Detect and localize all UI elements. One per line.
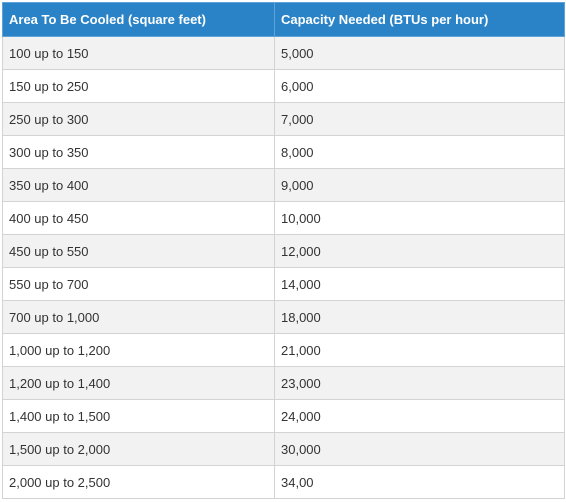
table-row: 1,500 up to 2,000 30,000 [2,432,565,466]
table-row: 450 up to 550 12,000 [2,234,565,268]
area-cell: 100 up to 150 [2,36,275,70]
capacity-cell: 12,000 [274,234,565,268]
table-row: 250 up to 300 7,000 [2,102,565,136]
table-row: 150 up to 250 6,000 [2,69,565,103]
table-row: 1,200 up to 1,400 23,000 [2,366,565,400]
capacity-cell: 23,000 [274,366,565,400]
area-cell: 450 up to 550 [2,234,275,268]
table-row: 400 up to 450 10,000 [2,201,565,235]
capacity-cell: 6,000 [274,69,565,103]
table-row: 1,000 up to 1,200 21,000 [2,333,565,367]
capacity-cell: 5,000 [274,36,565,70]
table-row: 350 up to 400 9,000 [2,168,565,202]
area-cell: 1,200 up to 1,400 [2,366,275,400]
area-cell: 400 up to 450 [2,201,275,235]
table-row: 2,000 up to 2,500 34,00 [2,465,565,499]
area-cell: 550 up to 700 [2,267,275,301]
area-cell: 250 up to 300 [2,102,275,136]
capacity-cell: 7,000 [274,102,565,136]
table-row: 700 up to 1,000 18,000 [2,300,565,334]
table-row: 550 up to 700 14,000 [2,267,565,301]
table-header: Area To Be Cooled (square feet) Capacity… [2,2,565,37]
header-area: Area To Be Cooled (square feet) [2,2,275,37]
table-row: 100 up to 150 5,000 [2,36,565,70]
capacity-cell: 34,00 [274,465,565,499]
area-cell: 700 up to 1,000 [2,300,275,334]
capacity-cell: 30,000 [274,432,565,466]
capacity-cell: 24,000 [274,399,565,433]
capacity-cell: 14,000 [274,267,565,301]
header-capacity: Capacity Needed (BTUs per hour) [274,2,565,37]
table-row: 1,400 up to 1,500 24,000 [2,399,565,433]
table-row: 300 up to 350 8,000 [2,135,565,169]
table-body: 100 up to 150 5,000 150 up to 250 6,000 … [2,36,565,499]
capacity-cell: 9,000 [274,168,565,202]
header-row: Area To Be Cooled (square feet) Capacity… [2,2,565,37]
area-cell: 2,000 up to 2,500 [2,465,275,499]
area-cell: 300 up to 350 [2,135,275,169]
area-cell: 1,400 up to 1,500 [2,399,275,433]
area-cell: 1,000 up to 1,200 [2,333,275,367]
area-cell: 350 up to 400 [2,168,275,202]
area-cell: 150 up to 250 [2,69,275,103]
area-cell: 1,500 up to 2,000 [2,432,275,466]
capacity-cell: 10,000 [274,201,565,235]
capacity-cell: 18,000 [274,300,565,334]
capacity-cell: 21,000 [274,333,565,367]
capacity-cell: 8,000 [274,135,565,169]
